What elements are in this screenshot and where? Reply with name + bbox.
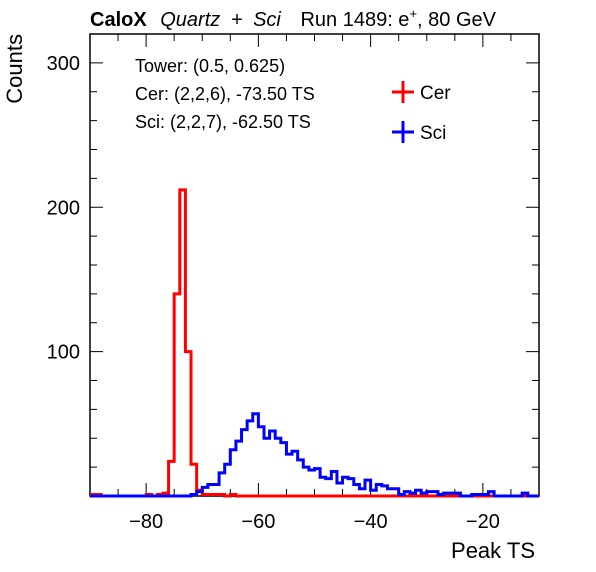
title-energy: , 80 GeV: [417, 9, 497, 31]
title-material-plus: +: [231, 9, 243, 31]
legend-label-sci: Sci: [420, 123, 446, 144]
legend-marker-sci: [392, 121, 414, 143]
series-line-sci: [90, 412, 539, 498]
title-run: Run 1489: e: [300, 9, 409, 31]
title-material-b: Sci: [253, 9, 281, 31]
title-material-a: Quartz: [160, 9, 220, 31]
y-tick-label: 200: [47, 197, 80, 219]
legend-label-cer: Cer: [420, 83, 451, 104]
info-cer-line: Cer: (2,2,6), -73.50 TS: [135, 84, 315, 104]
x-tick-label: −40: [354, 511, 388, 533]
x-tick-label: −60: [241, 511, 275, 533]
series-layer: [90, 188, 539, 498]
y-tick-label: 300: [47, 53, 80, 75]
info-tower-line: Tower: (0.5, 0.625): [135, 56, 285, 76]
x-tick-label: −80: [129, 511, 163, 533]
info-sci-line: Sci: (2,2,7), -62.50 TS: [135, 112, 311, 132]
legend: Cer Sci: [392, 81, 451, 144]
axis-tick-labels: −80 −60 −40 −20 100 200 300: [47, 53, 500, 533]
series-line-cer: [90, 188, 539, 498]
x-tick-label: −20: [466, 511, 500, 533]
title-run-superscript: +: [409, 6, 417, 21]
axis-ticks: [89, 33, 540, 497]
title-experiment: CaloX: [90, 9, 147, 31]
y-axis-title: Counts: [2, 34, 27, 104]
legend-marker-cer: [392, 81, 414, 103]
x-axis-title: Peak TS: [451, 538, 535, 563]
chart-title: CaloX Quartz + Sci Run 1489: e+, 80 GeV: [90, 6, 497, 31]
y-tick-label: 100: [47, 342, 80, 364]
